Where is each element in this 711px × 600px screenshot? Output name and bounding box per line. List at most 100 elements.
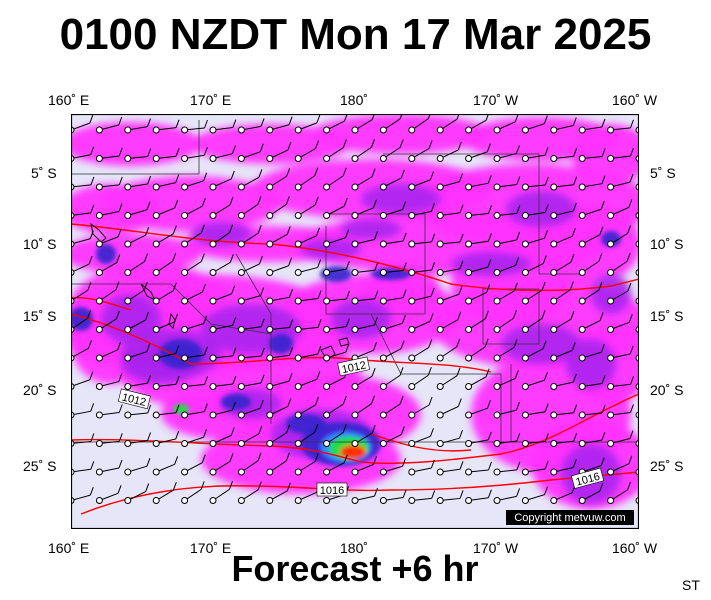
wind-barb-feather: [569, 281, 574, 290]
wind-barb-feather: [317, 290, 322, 299]
island: [168, 312, 176, 329]
copyright-box: [506, 510, 634, 525]
wind-barb-feather: [430, 287, 435, 297]
wind-barb-feather: [175, 404, 180, 413]
wind-barb-feather: [485, 368, 490, 378]
wind-station: [408, 183, 416, 191]
lon-label-160e-bottom: 160˚ E: [48, 540, 90, 556]
wind-station: [152, 155, 160, 162]
wind-station: [294, 497, 302, 504]
wind-station: [124, 383, 132, 390]
wind-barb-feather: [345, 229, 350, 238]
wind-station: [209, 468, 217, 476]
wind-barb-feather: [630, 119, 634, 129]
wind-station: [124, 326, 132, 333]
wind-barb-feather: [232, 375, 237, 385]
wind-station: [578, 297, 586, 305]
wind-barb-feather: [285, 452, 290, 461]
wind-barb-feather: [231, 401, 236, 411]
wind-barb-feather: [627, 282, 632, 292]
map-frame: [71, 114, 639, 529]
wind-station: [578, 212, 586, 219]
wind-barb-feather: [399, 139, 404, 148]
wind-station: [266, 354, 274, 362]
wind-barb-feather: [628, 455, 633, 464]
wind-station: [607, 497, 615, 504]
wind-barb-feather: [317, 345, 322, 355]
wind-station: [607, 269, 615, 276]
wind-barb-feather: [598, 253, 603, 262]
wind-barb-feather: [515, 401, 520, 411]
wind-barb-feather: [118, 433, 123, 442]
isobar-label: 1012: [121, 391, 148, 409]
wind-station: [493, 497, 501, 504]
wind-barb-feather: [117, 341, 122, 351]
wind-barb-feather: [230, 170, 235, 180]
wind-station: [607, 440, 615, 447]
wind-station: [550, 497, 558, 504]
wind-barb-feather: [430, 203, 435, 212]
wind-barb-feather: [203, 429, 208, 438]
lon-label-180-bottom: 180˚: [340, 540, 369, 556]
wind-station: [351, 440, 359, 447]
wind-station: [294, 440, 302, 447]
wind-station: [124, 354, 132, 362]
wind-barb-feather: [201, 454, 206, 463]
wind-station: [408, 411, 416, 419]
wind-barb-feather: [515, 145, 520, 154]
wind-station: [209, 183, 217, 191]
wind-barb-feather: [314, 167, 319, 176]
wind-barb-feather: [402, 201, 406, 210]
wind-station: [436, 354, 444, 362]
wind-station: [181, 297, 189, 305]
wind-station: [152, 468, 160, 476]
wind-barb-feather: [288, 116, 293, 125]
wind-station: [237, 183, 245, 191]
wind-barb-feather: [172, 225, 177, 234]
wind-station: [266, 383, 274, 390]
wind-barb-feather: [456, 367, 461, 376]
wind-barb-feather: [288, 257, 293, 266]
wind-barb-feather: [118, 147, 123, 157]
wind-station: [521, 354, 529, 362]
wind-station: [181, 240, 189, 248]
wind-station: [209, 383, 217, 390]
wind-station: [124, 297, 132, 305]
wind-station: [181, 468, 189, 476]
wind-station: [237, 411, 245, 419]
wind-barb-feather: [513, 339, 518, 348]
wind-station: [237, 126, 245, 134]
lon-label-160e-top: 160˚ E: [48, 92, 90, 108]
wind-station: [323, 155, 331, 162]
wind-station: [351, 212, 359, 219]
wind-barb-feather: [373, 342, 377, 351]
wind-barb-feather: [428, 339, 433, 348]
wind-barb-feather: [286, 168, 291, 177]
wind-station: [379, 183, 387, 191]
wind-station: [351, 126, 359, 134]
wind-station: [436, 440, 444, 447]
wind-station: [351, 297, 359, 305]
wind-barb-feather: [485, 114, 489, 121]
wind-barb-feather: [232, 119, 237, 128]
wind-barb-feather: [345, 344, 350, 353]
map-title: 0100 NZDT Mon 17 Mar 2025: [59, 10, 652, 59]
lon-label-170e-bottom: 170˚ E: [190, 540, 232, 556]
wind-barb-feather: [459, 233, 464, 243]
wind-barb-feather: [203, 147, 208, 156]
wind-station: [550, 440, 558, 447]
wind-station: [521, 212, 529, 219]
wind-station: [266, 269, 274, 276]
wind-station: [436, 126, 444, 134]
wind-station: [379, 383, 387, 390]
wind-barb-feather: [372, 199, 377, 208]
wind-barb-feather: [459, 204, 464, 213]
wind-station: [578, 155, 586, 162]
wind-station: [379, 240, 387, 248]
wind-barb-feather: [570, 254, 575, 263]
wind-barb-feather: [431, 490, 436, 499]
wind-station: [436, 155, 444, 162]
wind-barb-feather: [174, 199, 179, 209]
wind-station: [408, 269, 416, 276]
wind-barb-feather: [600, 344, 605, 353]
